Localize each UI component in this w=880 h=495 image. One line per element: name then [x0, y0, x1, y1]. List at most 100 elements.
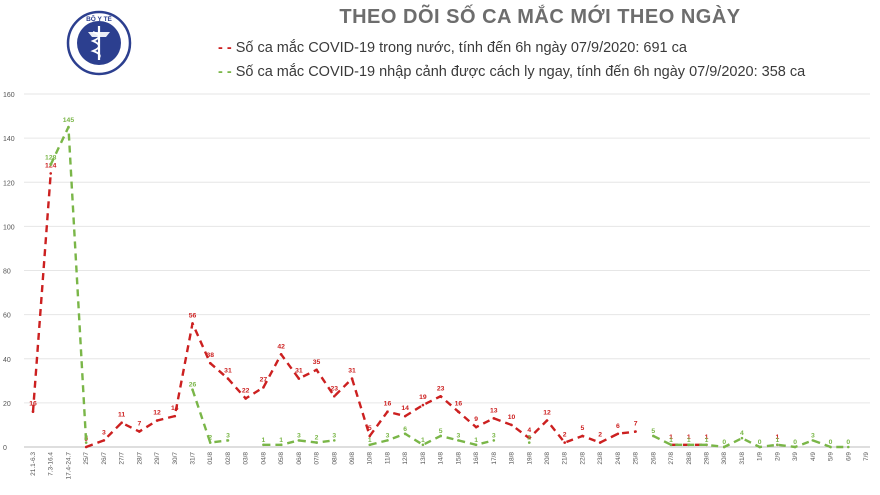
x-tick-label: 5/9	[828, 452, 835, 461]
data-point	[421, 443, 425, 447]
data-point	[527, 436, 531, 440]
data-point	[581, 434, 584, 438]
x-tick-label: 23/8	[597, 452, 604, 465]
data-label: 16	[384, 401, 392, 408]
data-label: 3	[332, 432, 336, 439]
data-point	[527, 441, 531, 444]
x-tick-label: 30/8	[721, 452, 728, 465]
data-label: 56	[189, 312, 197, 319]
x-tick-label: 24/8	[615, 452, 622, 465]
data-point	[386, 410, 389, 414]
data-point	[616, 432, 620, 436]
x-tick-label: 3/9	[792, 452, 799, 461]
data-label: 14	[171, 405, 179, 412]
data-point	[191, 322, 194, 325]
data-label: 42	[277, 343, 285, 350]
data-point	[811, 439, 815, 442]
data-label: 12	[153, 410, 161, 417]
data-point	[474, 443, 478, 447]
data-point	[315, 441, 318, 444]
data-point	[368, 434, 372, 438]
x-tick-label: 06/8	[296, 452, 303, 465]
data-label: 2	[563, 432, 567, 439]
data-label: 31	[295, 368, 303, 375]
data-label: 5	[368, 425, 372, 432]
data-point	[279, 353, 283, 356]
data-point	[403, 414, 407, 418]
data-point	[262, 443, 265, 447]
data-label: 3	[386, 432, 390, 439]
data-label: 0	[758, 439, 762, 446]
data-point	[669, 443, 673, 447]
data-point	[67, 125, 70, 129]
data-point	[634, 430, 637, 433]
x-tick-label: 02/8	[225, 452, 232, 465]
ministry-of-health-logo: BỘ Y TẾ	[66, 10, 132, 76]
x-tick-label: 09/8	[349, 452, 356, 465]
data-point	[439, 434, 442, 438]
data-point	[829, 445, 832, 449]
legend-label-imported: Số ca mắc COVID-19 nhập cảnh được cách l…	[235, 64, 806, 80]
data-label: 0	[722, 439, 726, 446]
y-tick-label: 100	[3, 224, 15, 231]
legend-label-domestic: Số ca mắc COVID-19 trong nước, tính đến …	[235, 40, 687, 56]
data-label: 1	[687, 437, 691, 444]
data-point	[652, 434, 655, 438]
x-tick-label: 18/8	[509, 452, 516, 465]
data-label: 2	[598, 432, 602, 439]
y-tick-label: 80	[3, 269, 11, 276]
data-label: 1	[279, 437, 283, 444]
data-label: 31	[348, 368, 356, 375]
data-label: 13	[490, 407, 498, 414]
data-label: 22	[242, 387, 250, 394]
data-point	[279, 443, 283, 447]
data-label: 3	[456, 432, 460, 439]
data-label: 14	[401, 405, 409, 412]
data-point	[492, 417, 496, 420]
data-label: 5	[581, 425, 585, 432]
data-point	[474, 425, 478, 429]
data-point	[492, 439, 496, 442]
data-label: 23	[437, 385, 445, 392]
data-label: 1	[705, 437, 709, 444]
data-point	[155, 419, 159, 422]
data-label: 3	[226, 432, 230, 439]
data-point	[846, 445, 850, 449]
data-point	[439, 394, 442, 398]
data-label: 27	[260, 376, 268, 383]
data-point	[120, 421, 123, 425]
data-label: 1	[368, 437, 372, 444]
data-point	[102, 439, 106, 442]
data-label: 5	[651, 428, 655, 435]
data-label: 2	[208, 435, 212, 442]
data-label: 3	[492, 432, 496, 439]
data-label: 1	[687, 434, 691, 441]
data-point	[687, 443, 691, 447]
data-point	[457, 439, 460, 442]
x-tick-label: 22/8	[579, 452, 586, 465]
legend-marker-domestic: - -	[218, 40, 232, 56]
data-point	[84, 441, 88, 444]
x-tick-label: 31/8	[739, 452, 746, 465]
data-point	[226, 439, 230, 442]
y-tick-label: 40	[3, 357, 11, 364]
x-tick-label: 2/9	[774, 452, 781, 461]
data-point	[297, 377, 301, 380]
series-line-imported	[49, 125, 88, 443]
data-point	[226, 377, 230, 380]
data-point	[138, 430, 141, 433]
x-tick-label: 7.3-16.4	[48, 452, 55, 476]
data-label: 1	[705, 434, 709, 441]
data-point	[510, 423, 513, 427]
x-tick-label: 07/8	[314, 452, 321, 465]
data-label: 10	[508, 414, 516, 421]
y-tick-label: 60	[3, 313, 11, 320]
data-label: 1	[421, 437, 425, 444]
data-point	[49, 172, 53, 175]
data-point	[368, 443, 372, 447]
x-tick-label: 28/7	[136, 452, 143, 465]
x-tick-label: 31/7	[190, 452, 197, 465]
x-tick-label: 30/7	[172, 452, 179, 465]
data-point	[776, 443, 779, 447]
